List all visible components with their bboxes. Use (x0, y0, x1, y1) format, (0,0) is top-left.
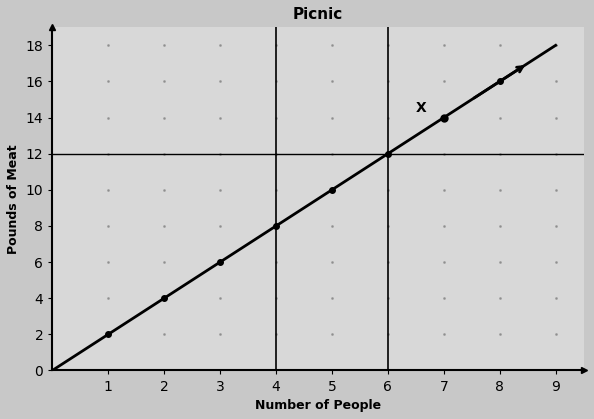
Y-axis label: Pounds of Meat: Pounds of Meat (7, 144, 20, 253)
Title: Picnic: Picnic (293, 7, 343, 22)
X-axis label: Number of People: Number of People (255, 399, 381, 412)
Text: X: X (416, 101, 426, 115)
